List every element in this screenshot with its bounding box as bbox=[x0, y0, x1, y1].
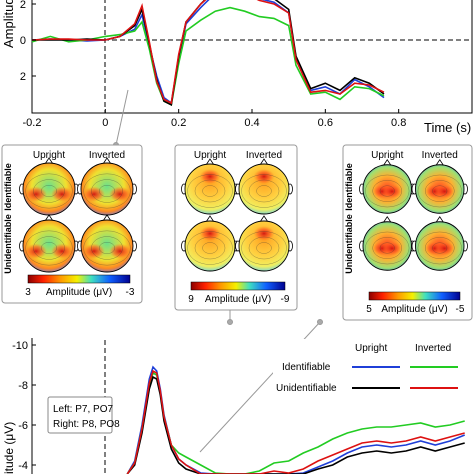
electrode-note-box: Left: P7, PO7 Right: P8, PO8 bbox=[47, 396, 120, 434]
top-series-group bbox=[31, 0, 385, 107]
legend-col-upright: Upright bbox=[355, 343, 387, 354]
top-y-axis-label: Amplitude bbox=[1, 0, 16, 48]
topo-head bbox=[411, 216, 468, 271]
colorbar-max-label: -3 bbox=[126, 287, 135, 298]
legend-col-inverted: Inverted bbox=[415, 343, 451, 354]
top-x-axis-label: Time (s) bbox=[424, 120, 471, 135]
legend-row-identifiable: Identifiable bbox=[282, 362, 331, 373]
bottom-series-group bbox=[126, 365, 466, 474]
topo-col-label: Upright bbox=[33, 150, 65, 161]
top-series-line-1 bbox=[31, 6, 385, 106]
topographic-panels: Upright Inverted Identifiable Unidentifiabl… bbox=[1, 144, 473, 321]
electrode-note-right: Right: P8, PO8 bbox=[53, 419, 120, 430]
topo-row-label: Unidentifiable bbox=[344, 214, 354, 274]
topo-col-label: Upright bbox=[371, 150, 403, 161]
bottom-erp-panel: -10 -8 -6 -4 itude (μV) Left: P7, PO7 Right… bbox=[2, 338, 472, 474]
bottom-y-ticks: -10 -8 -6 -4 bbox=[12, 340, 36, 472]
colorbar-min-label: 3 bbox=[25, 287, 31, 298]
top-x-tick-label: 0.2 bbox=[171, 117, 186, 129]
colorbar-amplitude-label: Amplitude (μV) bbox=[205, 294, 271, 305]
top-x-tick-label: 0 bbox=[102, 117, 108, 129]
topo-col-label: Upright bbox=[194, 150, 226, 161]
topo-panel-1: Upright Inverted 9 -9 Amplitude (μV) bbox=[174, 144, 298, 311]
top-erp-panel: -0.2 0 0.2 0.4 0.6 0.8 2 0 2 Amplitude Time (s) bbox=[1, 0, 473, 135]
topo-row-label: Identifiable bbox=[344, 163, 354, 211]
topo-row-label: Identifiable bbox=[3, 163, 13, 211]
bottom-series-line-3 bbox=[126, 369, 465, 474]
colorbar-amplitude-label: Amplitude (μV) bbox=[381, 304, 447, 315]
topo-head bbox=[19, 214, 79, 273]
bottom-series-line-1 bbox=[126, 371, 465, 474]
colorbar bbox=[190, 281, 286, 291]
bottom-y-axis-label: itude (μV) bbox=[2, 422, 16, 474]
colorbar bbox=[27, 274, 131, 284]
bottom-series-line-0 bbox=[126, 365, 466, 474]
topo-head bbox=[411, 159, 468, 214]
topo-head bbox=[181, 158, 239, 215]
topo-head bbox=[19, 157, 79, 216]
topo-head bbox=[359, 216, 416, 271]
topo-col-label: Inverted bbox=[422, 150, 458, 161]
bottom-series-line-2 bbox=[126, 375, 465, 474]
top-y-tick-label: 2 bbox=[20, 71, 26, 83]
legend: Upright Inverted Identifiable Unidentifi… bbox=[273, 339, 472, 401]
bottom-y-tick-label: -10 bbox=[12, 340, 28, 352]
colorbar bbox=[368, 291, 461, 301]
legend-row-unidentifiable: Unidentifiable bbox=[276, 383, 337, 394]
topo-col-label: Inverted bbox=[89, 150, 125, 161]
top-y-ticks: 2 0 2 bbox=[20, 0, 36, 83]
colorbar-min-label: 9 bbox=[188, 294, 194, 305]
top-x-tick-label: 0.8 bbox=[391, 117, 406, 129]
top-x-tick-label: 0.6 bbox=[318, 117, 333, 129]
topo-head bbox=[77, 214, 137, 273]
topo-head bbox=[235, 158, 293, 215]
top-plot-frame bbox=[31, 0, 473, 114]
electrode-note-left: Left: P7, PO7 bbox=[53, 404, 113, 415]
top-y-tick-label: 0 bbox=[20, 35, 26, 47]
topo-panel-2: Upright Inverted Identifiable Unidentifiabl… bbox=[342, 144, 473, 321]
colorbar-max-label: -5 bbox=[456, 304, 465, 315]
topo-row-label: Unidentifiable bbox=[3, 214, 13, 274]
bottom-y-tick-label: -4 bbox=[18, 460, 28, 472]
top-x-ticks: -0.2 0 0.2 0.4 0.6 0.8 bbox=[23, 109, 406, 129]
bottom-y-tick-label: -6 bbox=[18, 420, 28, 432]
topo-head bbox=[359, 159, 416, 214]
topo-head bbox=[235, 215, 293, 272]
colorbar-max-label: -9 bbox=[281, 294, 290, 305]
top-y-tick-label: 2 bbox=[20, 0, 26, 11]
bottom-y-tick-label: -8 bbox=[18, 380, 28, 392]
colorbar-min-label: 5 bbox=[366, 304, 372, 315]
top-x-tick-label: 0.4 bbox=[244, 117, 259, 129]
top-x-tick-label: -0.2 bbox=[23, 117, 42, 129]
topo-panel-0: Upright Inverted Identifiable Unidentifiabl… bbox=[1, 144, 143, 304]
top-series-line-3 bbox=[31, 0, 385, 105]
colorbar-amplitude-label: Amplitude (μV) bbox=[46, 287, 112, 298]
topo-col-label: Inverted bbox=[246, 150, 282, 161]
